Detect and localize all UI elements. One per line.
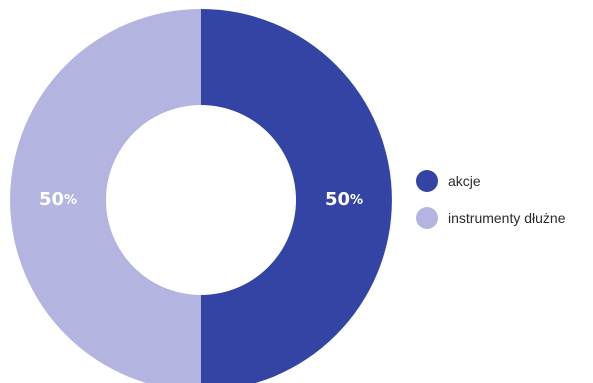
legend-swatch-akcje xyxy=(416,170,438,192)
legend-item-instrumenty-dluzne: instrumenty dłużne xyxy=(416,207,593,229)
legend-label-instrumenty-dluzne: instrumenty dłużne xyxy=(448,210,566,226)
donut-slice-instrumenty-dluzne xyxy=(10,9,201,383)
legend-swatch-instrumenty-dluzne xyxy=(416,207,438,229)
donut-slice-akcje xyxy=(201,9,392,383)
slice-value-label-akcje: 50% xyxy=(325,189,363,210)
legend-item-akcje: akcje xyxy=(416,170,593,192)
legend-label-akcje: akcje xyxy=(448,173,481,189)
chart-legend: akcje instrumenty dłużne xyxy=(416,170,593,244)
slice-value-label-instrumenty-dluzne: 50% xyxy=(39,189,77,210)
